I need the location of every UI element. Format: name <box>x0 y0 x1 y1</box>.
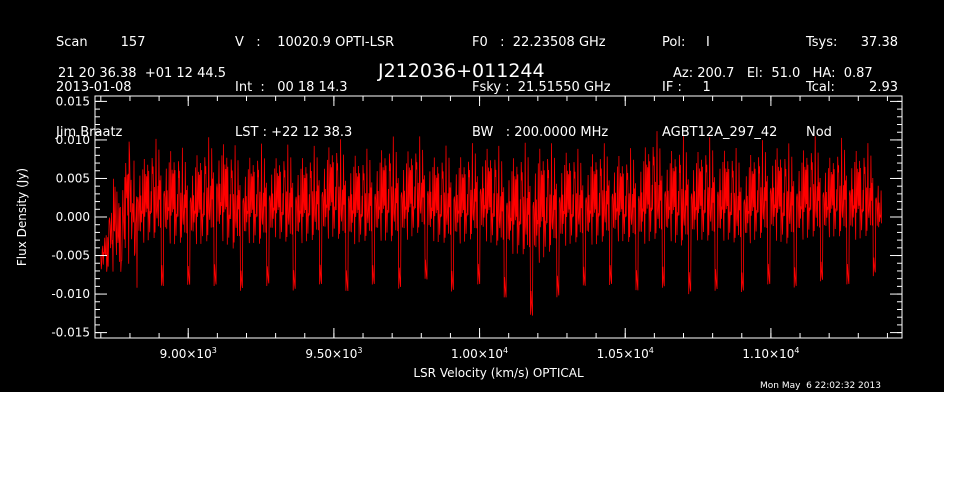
date-line: 2013-01-08 <box>56 80 132 95</box>
axes-group <box>94 95 903 339</box>
if-line: IF : 1 <box>662 80 711 95</box>
spectrum-trace <box>100 131 882 316</box>
fsky-line: Fsky : 21.51550 GHz <box>472 80 611 95</box>
f0-line: F0 : 22.23508 GHz <box>472 35 606 50</box>
y-tick-label: -0.010 <box>51 287 90 301</box>
source-title: J212036+011244 <box>378 60 545 82</box>
spectrum-plot-panel: Scan 157 2013-01-08 Jim Braatz V : 10020… <box>0 0 944 392</box>
x-tick-label: 9.50×103 <box>305 346 362 361</box>
header-col-pol: Pol: I IF : 1 AGBT12A_297_42 <box>662 5 777 170</box>
spectrum-chart: 9.00×103 9.50×103 1.00×104 1.05×104 1.10×104… <box>15 94 903 380</box>
header-col-tsys-labels: Tsys: Tcal: Nod <box>806 5 837 170</box>
tcal-label: Tcal: <box>806 80 835 95</box>
y-tick-label: -0.005 <box>51 249 90 263</box>
header-col-tsys-values: 37.38 2.93 <box>850 5 898 155</box>
tsys-value: 37.38 <box>860 35 898 50</box>
y-axis-label: Flux Density (Jy) <box>15 168 29 266</box>
bandwidth-line: BW : 200.0000 MHz <box>472 125 609 140</box>
nod-label: Nod <box>806 125 832 140</box>
y-tick-label: -0.015 <box>51 326 90 340</box>
y-tick-label: 0.015 <box>56 94 90 108</box>
integration-line: Int : 00 18 14.3 <box>235 80 348 95</box>
x-tick-label: 1.00×104 <box>451 346 508 361</box>
tsys-label: Tsys: <box>806 35 838 50</box>
y-tick-label: 0.000 <box>56 210 90 224</box>
x-tick-label: 1.10×104 <box>742 346 799 361</box>
source-coordinates: 21 20 36.38 +01 12 44.5 <box>58 66 227 81</box>
scan-line: Scan 157 <box>56 35 146 50</box>
y-tick-label: 0.005 <box>56 171 90 185</box>
header-col-scan: Scan 157 2013-01-08 Jim Braatz <box>56 5 145 170</box>
tcal-value: 2.93 <box>869 80 898 95</box>
header-col-velocity: V : 10020.9 OPTI-LSR Int : 00 18 14.3 LS… <box>235 5 394 170</box>
x-tick-label: 1.05×104 <box>597 346 654 361</box>
trace-group <box>100 131 882 316</box>
axis-labels-group: 9.00×103 9.50×103 1.00×104 1.05×104 1.10×104… <box>15 94 799 380</box>
plot-timestamp: Mon May 6 22:02:32 2013 <box>760 381 881 391</box>
lst-line: LST : +22 12 38.3 <box>235 125 353 140</box>
x-tick-label: 9.00×103 <box>160 346 217 361</box>
velocity-line: V : 10020.9 OPTI-LSR <box>235 35 395 50</box>
project-line: AGBT12A_297_42 <box>662 125 778 140</box>
x-axis-label: LSR Velocity (km/s) OPTICAL <box>413 366 584 380</box>
observer-line: Jim Braatz <box>56 125 123 140</box>
header-col-frequency: F0 : 22.23508 GHz Fsky : 21.51550 GHz BW… <box>472 5 611 170</box>
az-el-ha: Az: 200.7 El: 51.0 HA: 0.87 <box>673 66 873 81</box>
pol-line: Pol: I <box>662 35 710 50</box>
y-tick-label: 0.010 <box>56 133 90 147</box>
